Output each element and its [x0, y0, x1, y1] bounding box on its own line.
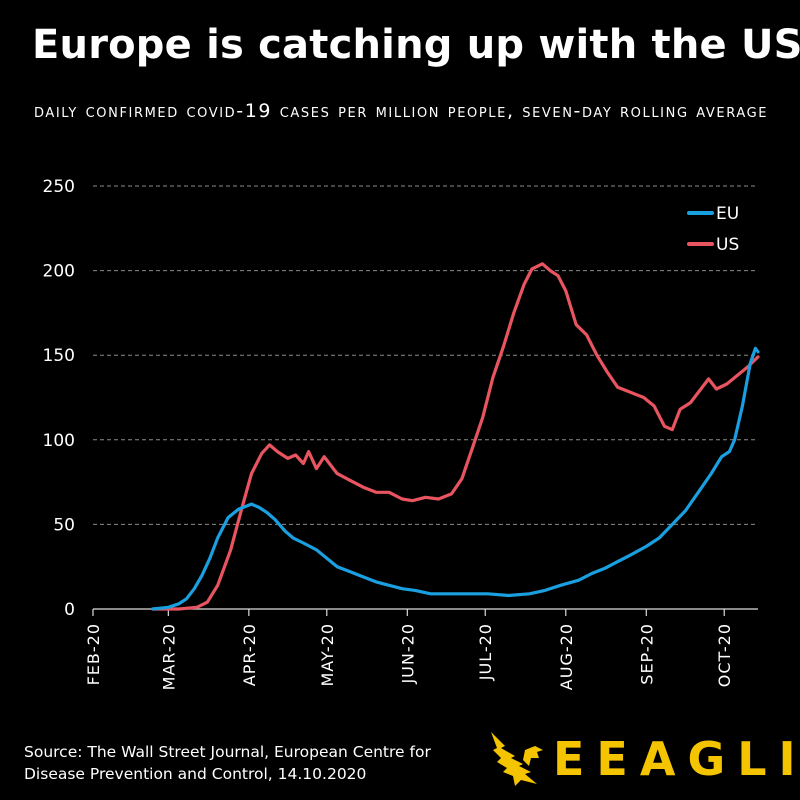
x-tick-label: JUL-20 [476, 623, 495, 681]
eagle-icon [491, 732, 543, 786]
legend-label-us: US [716, 235, 739, 255]
x-tick-label: MAR-20 [159, 623, 178, 690]
y-axis: 0 50 100 150 200 250 [43, 177, 75, 620]
brand-logo: EEAGLI [485, 728, 800, 790]
y-tick-label: 150 [43, 346, 75, 366]
brand-name: EEAGLI [553, 732, 800, 786]
grid-lines [93, 185, 758, 610]
x-tick-label: SEP-20 [637, 623, 656, 685]
source-note: Source: The Wall Street Journal, Europea… [24, 743, 431, 783]
x-tick-label: FEB-20 [84, 623, 103, 685]
y-tick-label: 50 [53, 515, 75, 535]
y-tick-label: 0 [64, 600, 75, 620]
x-tick-label: OCT-20 [715, 623, 734, 687]
series-line-eu [151, 346, 760, 611]
legend: EU US [687, 204, 739, 255]
y-tick-label: 100 [43, 431, 75, 451]
x-tick-label: APR-20 [240, 623, 259, 686]
y-tick-label: 250 [43, 177, 75, 197]
legend-label-eu: EU [716, 204, 739, 224]
y-tick-label: 200 [43, 262, 75, 282]
chart-subtitle: Daily confirmed COVID-19 cases per milli… [34, 100, 769, 122]
x-tick-label: AUG-20 [557, 623, 576, 690]
x-tick-label: MAY-20 [318, 623, 337, 687]
x-axis: FEB-20 MAR-20 APR-20 MAY-20 JUN-20 JUL-20 AUG-… [84, 609, 734, 690]
series-lines [151, 262, 760, 611]
series-line-us [151, 262, 760, 611]
chart-title: Europe is catching up with the US [32, 22, 800, 68]
x-tick-label: JUN-20 [398, 623, 417, 685]
